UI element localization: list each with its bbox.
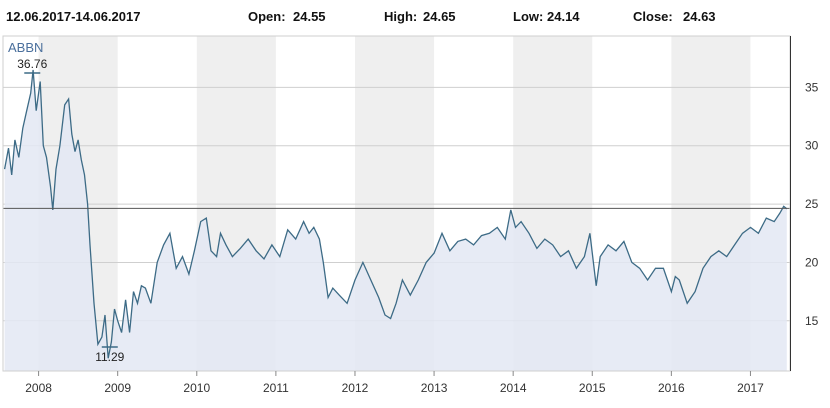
min-label: 11.29 <box>95 350 124 364</box>
y-tick-label: 35 <box>805 80 819 94</box>
date-range: 12.06.2017-14.06.2017 <box>6 9 140 24</box>
low-value: 24.14 <box>547 9 580 24</box>
x-tick-label: 2011 <box>263 381 289 395</box>
open-value: 24.55 <box>293 9 326 24</box>
y-tick-label: 20 <box>805 255 819 269</box>
high-value: 24.65 <box>423 9 456 24</box>
price-area <box>4 69 787 372</box>
open-label: Open: <box>248 9 286 24</box>
y-axis-ticks: 15 20 25 30 35 <box>805 80 819 327</box>
x-tick-label: 2017 <box>737 381 764 395</box>
close-label: Close: <box>633 9 673 24</box>
y-tick-label: 30 <box>805 139 819 153</box>
x-tick-label: 2009 <box>104 381 131 395</box>
low-label: Low: <box>513 9 543 24</box>
x-tick-label: 2013 <box>421 381 448 395</box>
close-value: 24.63 <box>683 9 716 24</box>
max-label: 36.76 <box>17 57 47 71</box>
x-tick-label: 2010 <box>183 381 210 395</box>
x-tick-label: 2014 <box>500 381 527 395</box>
x-tick-label: 2012 <box>342 381 369 395</box>
symbol-label: ABBN <box>8 40 43 55</box>
y-tick-label: 15 <box>805 314 819 328</box>
price-line <box>3 69 788 359</box>
high-label: High: <box>384 9 417 24</box>
y-tick-label: 25 <box>805 197 819 211</box>
x-tick-label: 2008 <box>25 381 52 395</box>
x-tick-label: 2015 <box>579 381 606 395</box>
x-axis-ticks: 2008 2009 2010 2011 2012 2013 2014 2015 2016 2017 <box>25 371 764 395</box>
x-tick-label: 2016 <box>658 381 685 395</box>
annotations: 36.76 11.29 <box>17 57 124 364</box>
